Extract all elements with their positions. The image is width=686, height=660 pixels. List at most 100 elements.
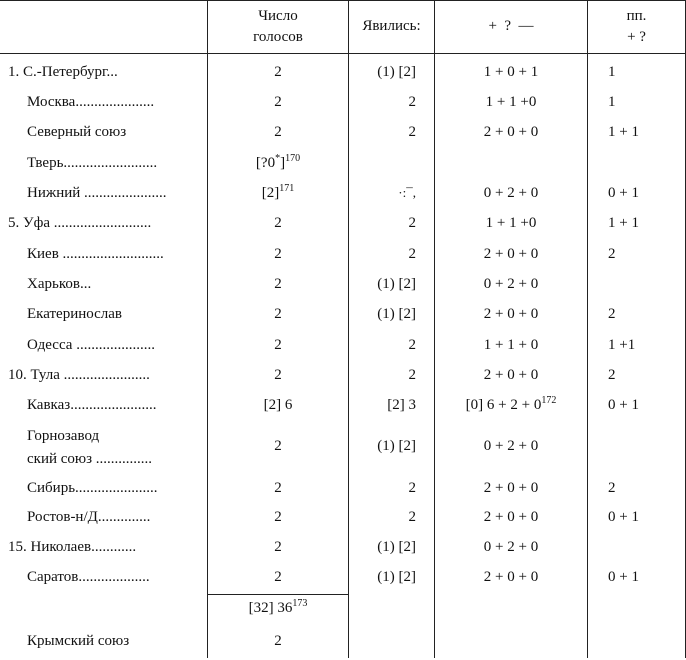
row-result: 0 + 2 + 0	[483, 185, 539, 201]
table-row: Тверь......................... [?0*]170	[0, 152, 686, 182]
row-votes: [?0*]170	[208, 152, 348, 174]
row-pp: 1	[608, 94, 616, 110]
col-divider-4	[587, 0, 588, 658]
row-result: 2 + 0 + 0	[483, 509, 539, 525]
row-came: (1) [2]	[377, 569, 416, 585]
row-pp: 1 + 1	[608, 124, 639, 140]
header-came: Явились:	[362, 18, 421, 34]
row-votes: 2	[274, 246, 282, 262]
row-result: 1 + 1 +0	[485, 94, 537, 110]
header-votes: Число голосов	[208, 6, 348, 48]
row-label: Кавказ.......................	[27, 397, 157, 413]
header-pp-line2: + ?	[627, 29, 646, 45]
col-divider-1	[207, 0, 208, 658]
row-result: 2 + 0 + 0	[483, 569, 539, 585]
table-row: Екатеринослав 2 (1) [2] 2 + 0 + 0 2	[0, 303, 686, 333]
row-label: Киев ...........................	[27, 246, 164, 262]
header-bottom-border	[0, 53, 686, 54]
table-row: Крымский союз 2	[0, 630, 686, 660]
row-label: Сибирь......................	[27, 480, 158, 496]
row-came: 2	[408, 215, 417, 231]
table-row: Харьков... 2 (1) [2] 0 + 2 + 0	[0, 273, 686, 303]
row-result: 2 + 0 + 0	[483, 246, 539, 262]
row-votes: 2	[274, 480, 282, 496]
row-came: (1) [2]	[377, 438, 416, 454]
row-label: Харьков...	[27, 276, 92, 292]
row-label: Горнозавод ский союз ...............	[27, 425, 225, 471]
row-votes: 2	[274, 367, 282, 383]
table-row: Москва..................... 2 2 1 + 1 +0…	[0, 91, 686, 121]
table-row: Сибирь...................... 2 2 2 + 0 +…	[0, 477, 686, 507]
row-pp: 0 + 1	[608, 569, 639, 585]
row-label: Одесса .....................	[27, 337, 155, 353]
row-votes: 2	[274, 306, 282, 322]
row-came: (1) [2]	[377, 276, 416, 292]
footnote-number: 170	[285, 153, 301, 164]
row-came: [2] 3	[387, 397, 416, 413]
table-row: Ростов-н/Д.............. 2 2 2 + 0 + 0 0…	[0, 506, 686, 536]
row-pp: 1	[608, 64, 616, 80]
row-came: 2	[408, 94, 417, 110]
row-label: Москва.....................	[27, 94, 155, 110]
row-votes: 2	[274, 438, 282, 454]
result-value: [0] 6 + 2 + 0	[465, 397, 542, 413]
row-came: (1) [2]	[377, 64, 416, 80]
table-row: Нижний ...................... [2]171 ·:¯…	[0, 182, 686, 212]
col-divider-2	[348, 0, 349, 658]
row-votes: 2	[274, 569, 282, 585]
row-label: Саратов...................	[27, 569, 150, 585]
header-result: + ? —	[488, 18, 534, 34]
row-label-line1: Горнозавод	[27, 428, 100, 444]
footnote-number: 172	[541, 395, 557, 406]
header-votes-line2: голосов	[253, 29, 303, 45]
header-votes-line1: Число	[258, 8, 298, 24]
row-label: Нижний ......................	[27, 185, 167, 201]
row-result: 2 + 0 + 0	[483, 306, 539, 322]
votes-value: [2]	[261, 185, 280, 201]
row-votes: 2	[274, 337, 282, 353]
table-row: Одесса ..................... 2 2 1 + 1 +…	[0, 334, 686, 364]
row-pp: 1 +1	[608, 337, 636, 353]
col-divider-3	[434, 0, 435, 658]
row-label: Крымский союз	[27, 633, 130, 649]
row-pp: 2	[608, 246, 616, 262]
row-came: 2	[408, 367, 417, 383]
row-came: (1) [2]	[377, 306, 416, 322]
header-pp-line1: пп.	[626, 8, 647, 24]
votes-value: [?0	[255, 155, 276, 171]
total-value: [32] 36	[248, 600, 293, 616]
row-came: (1) [2]	[377, 539, 416, 555]
table-row: 10. Тула ....................... 2 2 2 +…	[0, 364, 686, 394]
row-pp: 0 + 1	[608, 509, 639, 525]
table-row: Горнозавод ский союз ............... 2 (…	[0, 425, 686, 477]
table-row: Северный союз 2 2 2 + 0 + 0 1 + 1	[0, 121, 686, 151]
row-result: 0 + 2 + 0	[483, 438, 539, 454]
row-pp: 2	[608, 306, 616, 322]
table-row: Кавказ....................... [2] 6 [2] …	[0, 394, 686, 424]
table-row: Киев ........................... 2 2 2 +…	[0, 243, 686, 273]
row-votes: 2	[274, 64, 282, 80]
footnote-number: 173	[292, 598, 308, 609]
row-label: 15. Николаев............	[8, 539, 137, 555]
row-came: 2	[408, 246, 417, 262]
row-label: Екатеринослав	[27, 306, 123, 322]
total-row: [32] 36173	[0, 597, 686, 627]
row-votes: 2	[274, 509, 282, 525]
row-came: 2	[408, 124, 417, 140]
table-row: Саратов................... 2 (1) [2] 2 +…	[0, 566, 686, 596]
row-votes: 2	[274, 215, 282, 231]
footnote-number: 171	[279, 183, 295, 194]
row-label: 1. С.-Петербург...	[8, 64, 118, 80]
row-label: 5. Уфа ..........................	[8, 215, 152, 231]
row-label: Тверь.........................	[27, 155, 158, 171]
row-label: 10. Тула .......................	[8, 367, 150, 383]
row-result: 1 + 0 + 1	[483, 64, 539, 80]
row-votes: 2	[274, 124, 282, 140]
row-label: Северный союз	[27, 124, 127, 140]
row-result: [0] 6 + 2 + 0172	[435, 394, 587, 416]
row-votes: 2	[274, 94, 282, 110]
row-result: 1 + 1 +0	[485, 215, 537, 231]
header-pp: пп. + ?	[588, 6, 685, 48]
row-pp: 0 + 1	[608, 397, 639, 413]
row-result: 1 + 1 + 0	[483, 337, 539, 353]
